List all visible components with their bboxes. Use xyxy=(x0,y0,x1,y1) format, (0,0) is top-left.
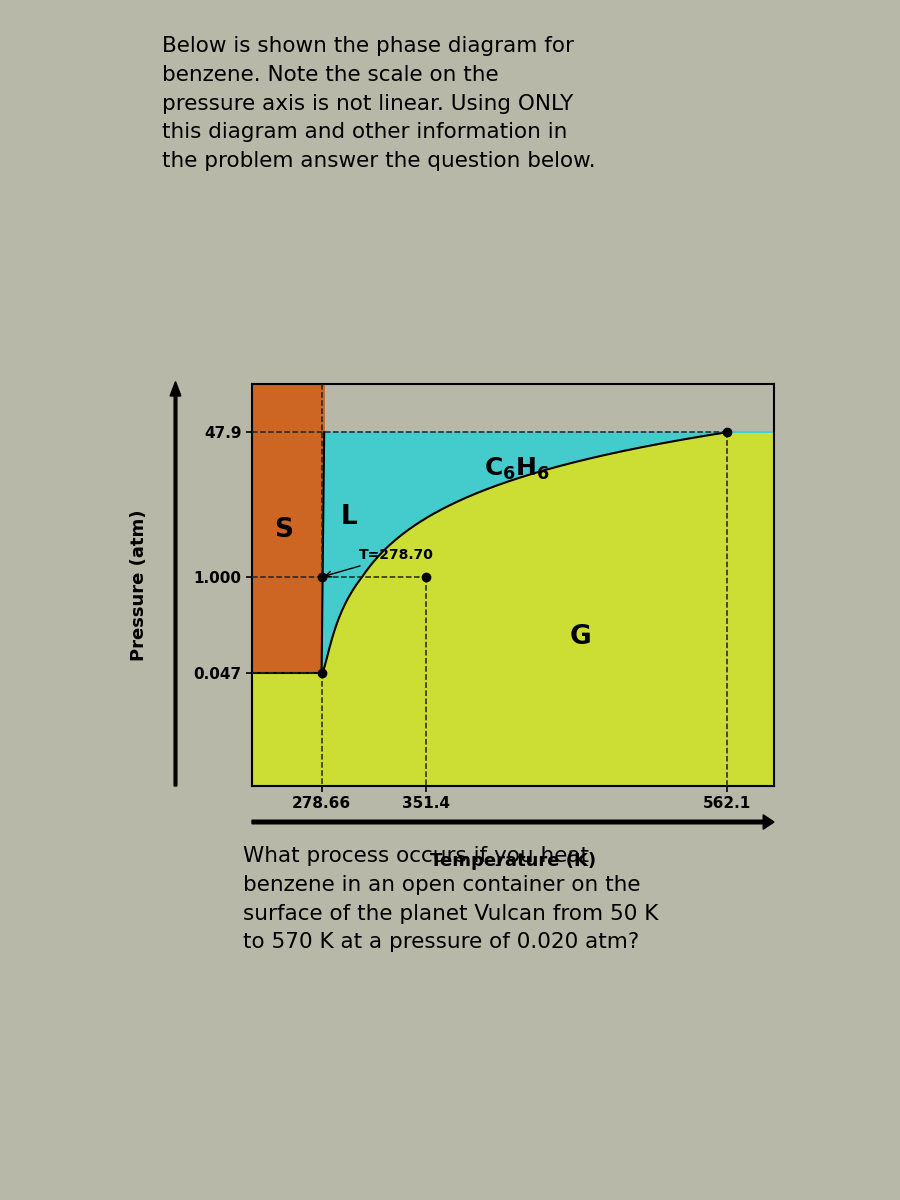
Polygon shape xyxy=(252,384,324,786)
Text: T=278.70: T=278.70 xyxy=(326,548,434,577)
Text: Pressure (atm): Pressure (atm) xyxy=(130,510,148,661)
Polygon shape xyxy=(252,432,774,786)
Text: What process occurs if you heat
benzene in an open container on the
surface of t: What process occurs if you heat benzene … xyxy=(243,846,659,953)
Text: G: G xyxy=(570,624,592,650)
Text: L: L xyxy=(341,504,357,529)
Text: Below is shown the phase diagram for
benzene. Note the scale on the
pressure axi: Below is shown the phase diagram for ben… xyxy=(162,36,596,172)
Text: Temperature (K): Temperature (K) xyxy=(430,852,596,870)
Polygon shape xyxy=(321,432,774,673)
Text: S: S xyxy=(274,517,293,544)
Text: $\mathbf{C_6H_6}$: $\mathbf{C_6H_6}$ xyxy=(483,456,550,482)
